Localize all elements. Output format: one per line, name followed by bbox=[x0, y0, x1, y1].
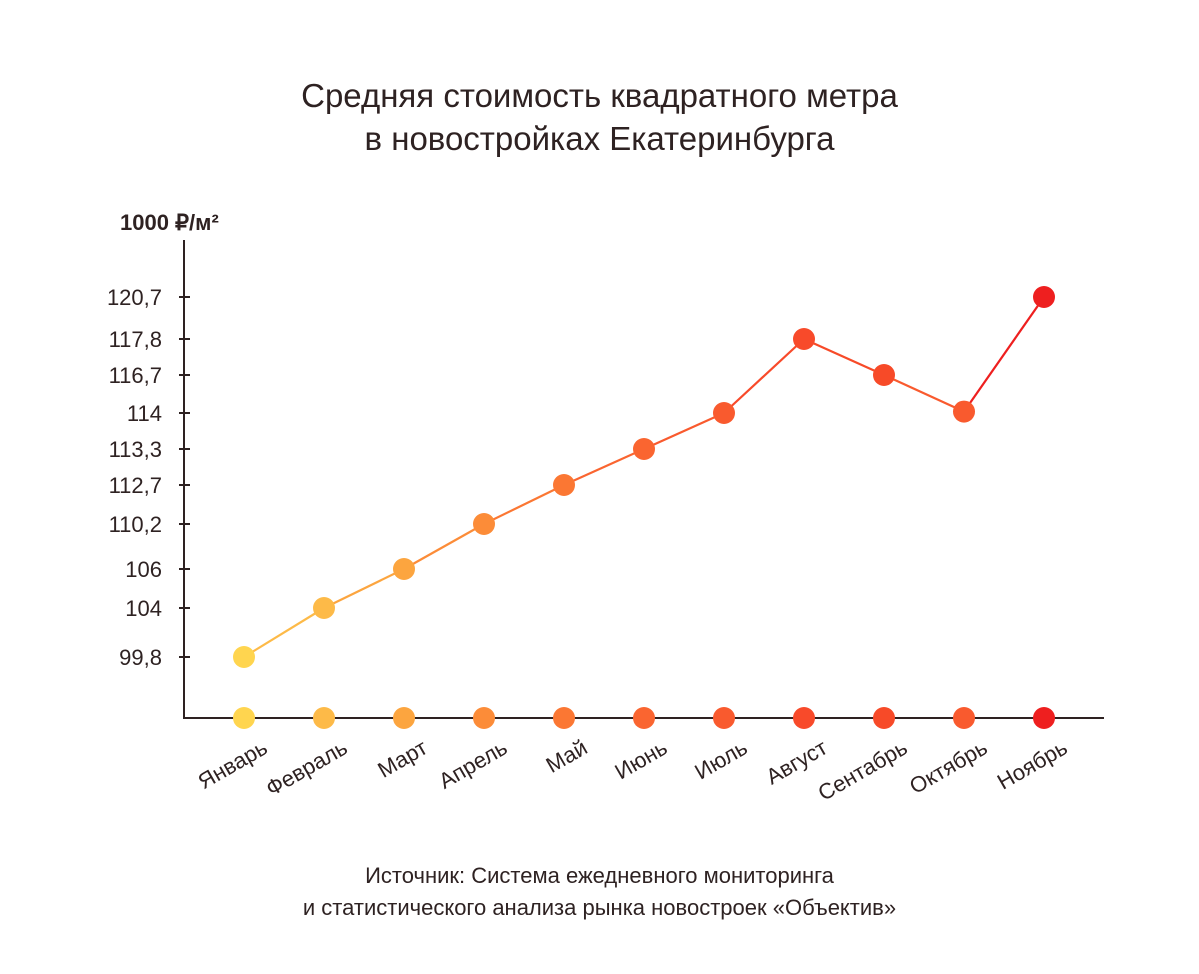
series-line-segment bbox=[563, 447, 645, 487]
data-point bbox=[873, 364, 895, 386]
x-tick-label: Февраль bbox=[262, 735, 352, 801]
data-point bbox=[793, 328, 815, 350]
data-point bbox=[633, 438, 655, 460]
y-tick-label: 110,2 bbox=[109, 512, 162, 537]
data-point bbox=[553, 474, 575, 496]
x-tick-label: Май bbox=[542, 735, 592, 778]
data-point bbox=[1033, 286, 1055, 308]
data-point bbox=[393, 558, 415, 580]
data-point bbox=[473, 513, 495, 535]
chart-title-line-2: в новостройках Екатеринбурга bbox=[364, 120, 835, 157]
x-category-marker bbox=[393, 707, 415, 729]
series-line-segment bbox=[723, 338, 805, 414]
x-category-marker bbox=[1033, 707, 1055, 729]
y-tick-label: 116,7 bbox=[109, 363, 162, 388]
x-tick-label: Октябрь bbox=[905, 735, 991, 799]
data-point bbox=[233, 646, 255, 668]
series-line-segment bbox=[643, 411, 725, 451]
series-line-segment bbox=[403, 523, 485, 570]
series-line-segment bbox=[483, 484, 565, 525]
x-tick-label: Сентабрь bbox=[814, 735, 912, 806]
series-line-segment bbox=[323, 568, 405, 609]
x-category-marker bbox=[553, 707, 575, 729]
series-line-segment bbox=[963, 296, 1045, 413]
x-tick-label: Март bbox=[373, 735, 431, 783]
series-line-segment bbox=[803, 337, 885, 377]
x-tick-label: Апрель bbox=[434, 735, 511, 794]
data-point bbox=[953, 400, 975, 423]
x-tick-label: Январь bbox=[194, 735, 272, 794]
x-category-marker bbox=[233, 707, 255, 729]
data-point bbox=[713, 402, 735, 424]
y-tick-label: 117,8 bbox=[109, 327, 162, 352]
x-category-marker bbox=[873, 707, 895, 729]
y-tick-label: 104 bbox=[125, 596, 162, 621]
y-tick-label: 99,8 bbox=[119, 645, 162, 670]
source-line-1: Источник: Система ежедневного мониторинг… bbox=[365, 863, 834, 888]
x-category-marker bbox=[313, 707, 335, 729]
series-line-segment bbox=[883, 373, 965, 413]
source-note: Источник: Система ежедневного мониторинг… bbox=[0, 860, 1199, 924]
source-line-2: и статистического анализа рынка новостро… bbox=[302, 895, 897, 920]
y-axis-unit-label: 1000 ₽/м² bbox=[120, 210, 219, 235]
x-tick-label: Ноябрь bbox=[993, 735, 1072, 795]
y-tick-label: 106 bbox=[125, 557, 162, 582]
series-line-segment bbox=[243, 607, 325, 658]
data-point bbox=[313, 597, 335, 619]
x-category-marker bbox=[473, 707, 495, 729]
y-tick-label: 120,7 bbox=[107, 285, 162, 310]
y-tick-label: 113,3 bbox=[109, 437, 162, 462]
x-category-marker bbox=[953, 707, 975, 729]
y-tick-label: 112,7 bbox=[109, 473, 162, 498]
chart-title: Средняя стоимость квадратного метра в но… bbox=[0, 74, 1199, 160]
chart-title-line-1: Средняя стоимость квадратного метра bbox=[301, 77, 898, 114]
x-category-marker bbox=[713, 707, 735, 729]
x-category-marker bbox=[793, 707, 815, 729]
x-tick-label: Июнь bbox=[611, 735, 672, 785]
y-tick-label: 114 bbox=[127, 401, 162, 426]
x-tick-label: Июль bbox=[690, 735, 751, 785]
x-category-marker bbox=[633, 707, 655, 729]
